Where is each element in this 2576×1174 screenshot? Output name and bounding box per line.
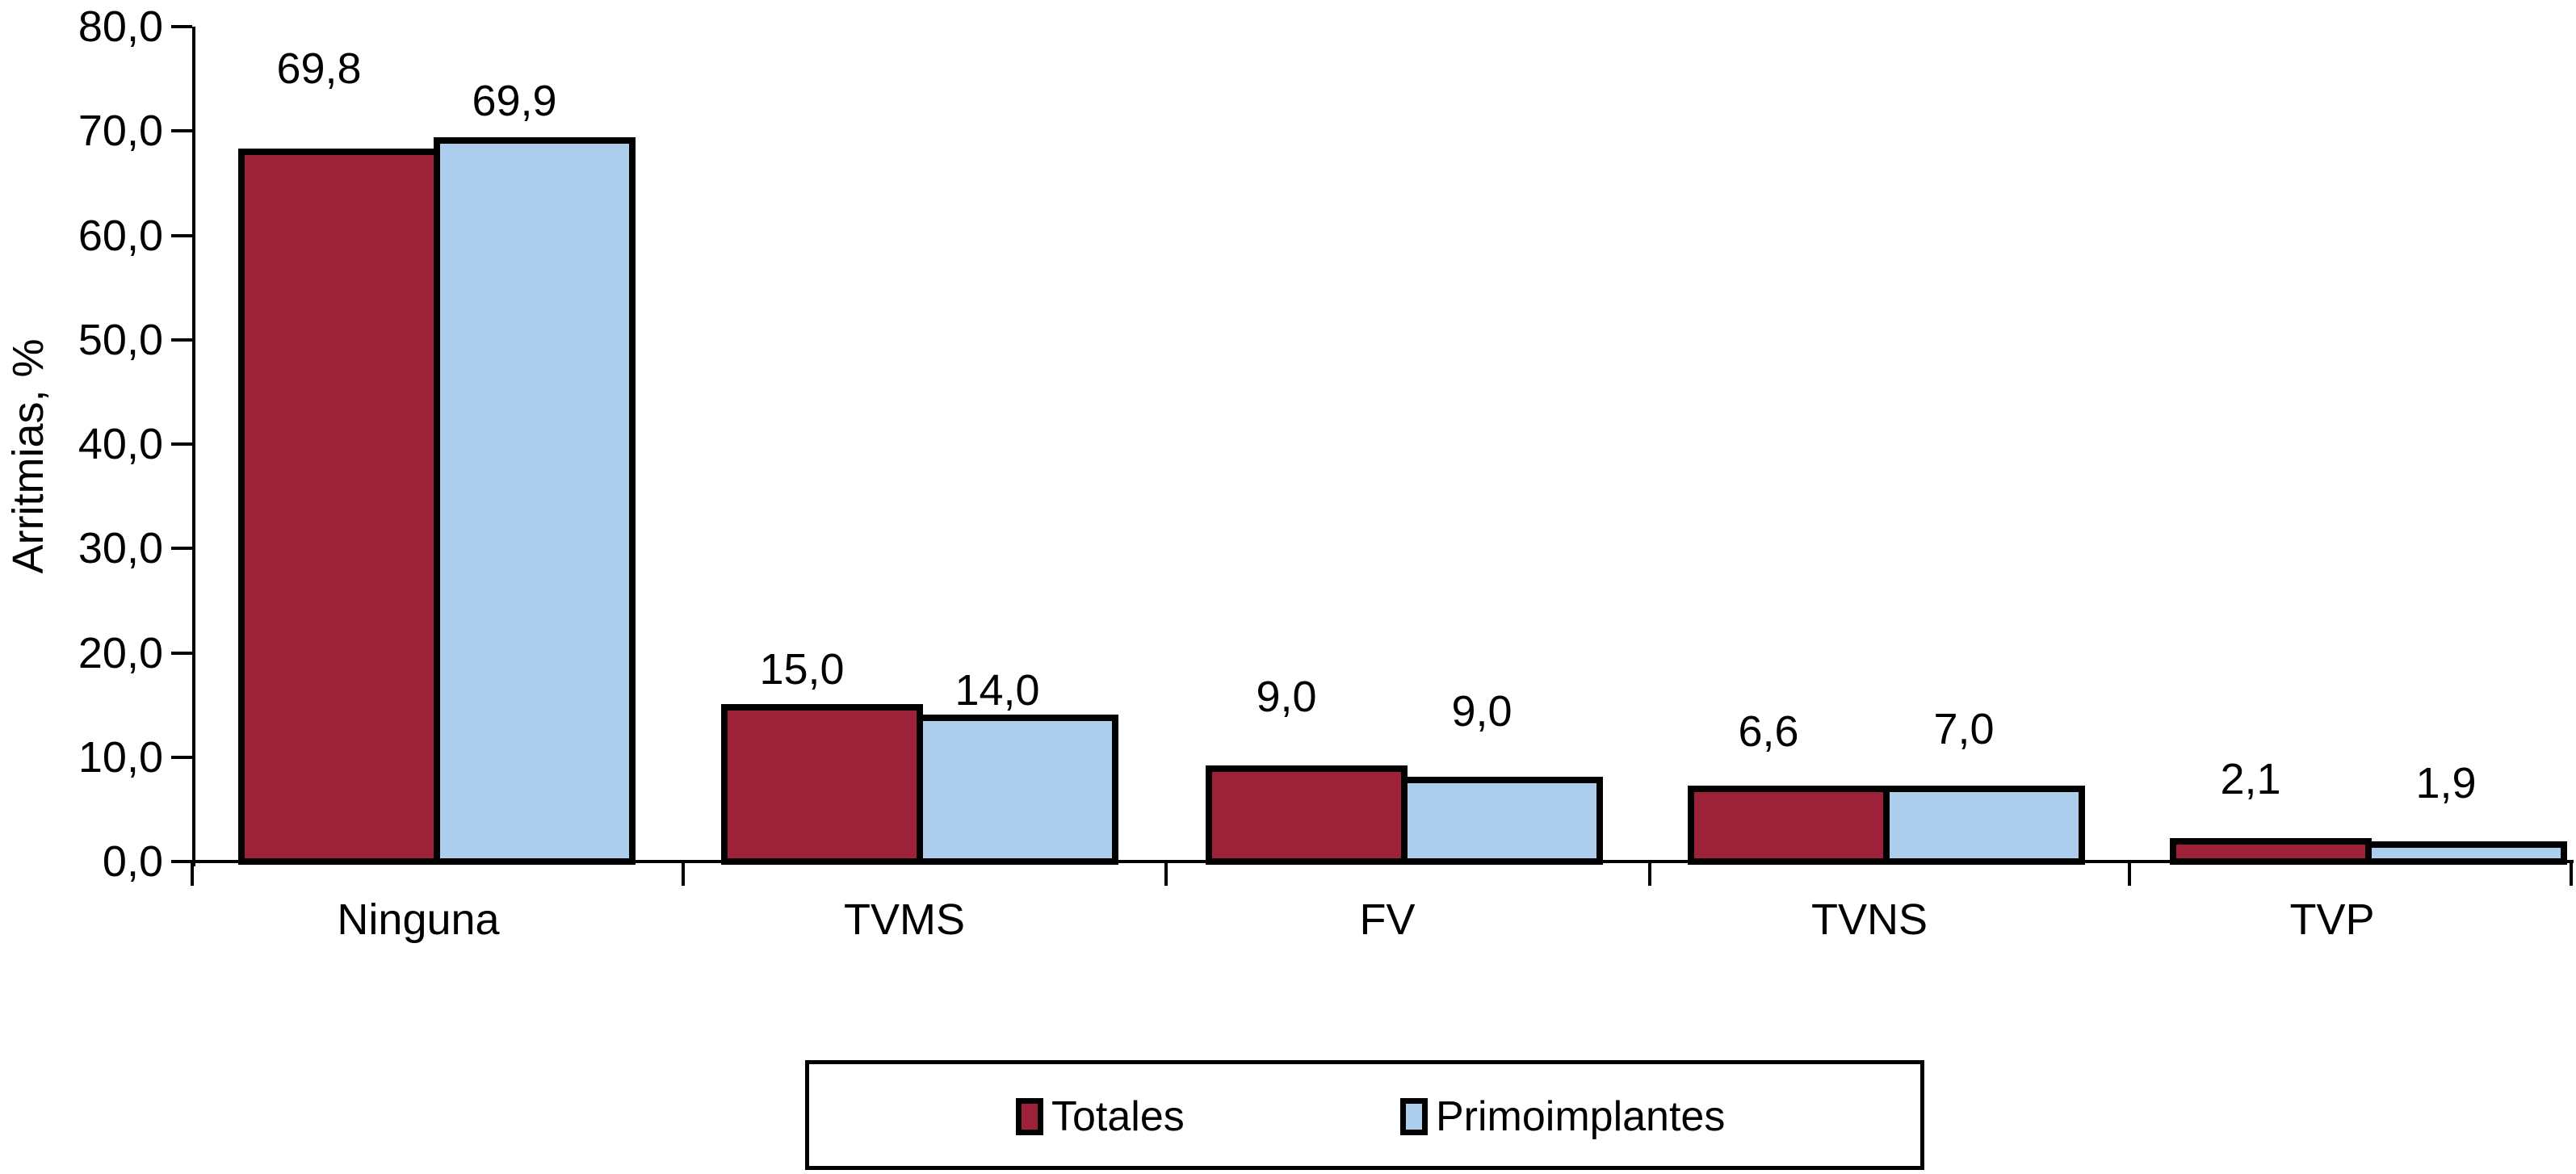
y-tick-label: 60,0 [78, 212, 163, 260]
legend-marker-primoimplantes [1400, 1098, 1428, 1135]
y-tick-mark [171, 442, 192, 446]
bar-primoimplantes-fv [1401, 777, 1603, 865]
y-tick-label: 50,0 [78, 316, 163, 364]
category-label-tvp: TVP [2289, 895, 2375, 944]
bar-primoimplantes-tvp [2365, 841, 2567, 865]
x-tick-mark [2570, 862, 2573, 886]
y-tick-mark [171, 129, 192, 132]
x-tick-mark [1164, 862, 1168, 886]
x-tick-mark [1648, 862, 1651, 886]
value-label-primoimplantes-fv: 9,0 [1451, 687, 1512, 736]
bar-totales-tvns [1688, 786, 1890, 865]
y-tick-label: 30,0 [78, 524, 163, 572]
value-label-totales-ninguna: 69,8 [276, 44, 362, 93]
x-tick-mark [682, 862, 685, 886]
category-label-ninguna: Ninguna [337, 895, 500, 944]
legend-label-totales: Totales [1051, 1093, 1185, 1140]
y-tick-mark [171, 25, 192, 28]
x-tick-mark [2128, 862, 2131, 886]
category-label-fv: FV [1359, 895, 1416, 944]
category-label-tvns: TVNS [1810, 895, 1928, 944]
y-tick-mark [171, 547, 192, 550]
y-axis-line [192, 27, 195, 866]
legend-box [805, 1060, 1924, 1170]
bar-primoimplantes-tvns [1883, 786, 2085, 865]
value-label-primoimplantes-ninguna: 69,9 [472, 77, 557, 125]
value-label-primoimplantes-tvp: 1,9 [2415, 759, 2477, 807]
y-tick-label: 70,0 [78, 107, 163, 155]
value-label-totales-tvns: 6,6 [1738, 707, 1799, 756]
y-tick-label: 10,0 [78, 733, 163, 782]
bar-totales-ninguna [238, 149, 440, 865]
legend-marker-totales [1016, 1098, 1043, 1135]
y-tick-label: 80,0 [78, 2, 163, 51]
value-label-totales-tvms: 15,0 [759, 645, 845, 694]
category-label-tvms: TVMS [843, 895, 965, 944]
y-tick-mark [171, 652, 192, 655]
y-tick-label: 40,0 [78, 420, 163, 468]
bar-totales-tvp [2170, 838, 2372, 865]
y-tick-mark [171, 756, 192, 759]
y-tick-label: 0,0 [102, 837, 163, 886]
value-label-primoimplantes-tvms: 14,0 [954, 666, 1040, 715]
bar-primoimplantes-ninguna [434, 137, 636, 865]
legend-label-primoimplantes: Primoimplantes [1436, 1093, 1726, 1140]
y-tick-mark [171, 234, 192, 237]
value-label-totales-tvp: 2,1 [2220, 755, 2281, 803]
y-tick-mark [171, 860, 192, 863]
x-tick-mark [191, 862, 194, 886]
bar-totales-fv [1206, 765, 1408, 865]
value-label-totales-fv: 9,0 [1256, 673, 1317, 721]
y-tick-mark [171, 338, 192, 342]
bar-primoimplantes-tvms [917, 715, 1118, 865]
y-tick-label: 20,0 [78, 629, 163, 677]
bar-totales-tvms [721, 704, 923, 865]
value-label-primoimplantes-tvns: 7,0 [1933, 705, 1995, 753]
